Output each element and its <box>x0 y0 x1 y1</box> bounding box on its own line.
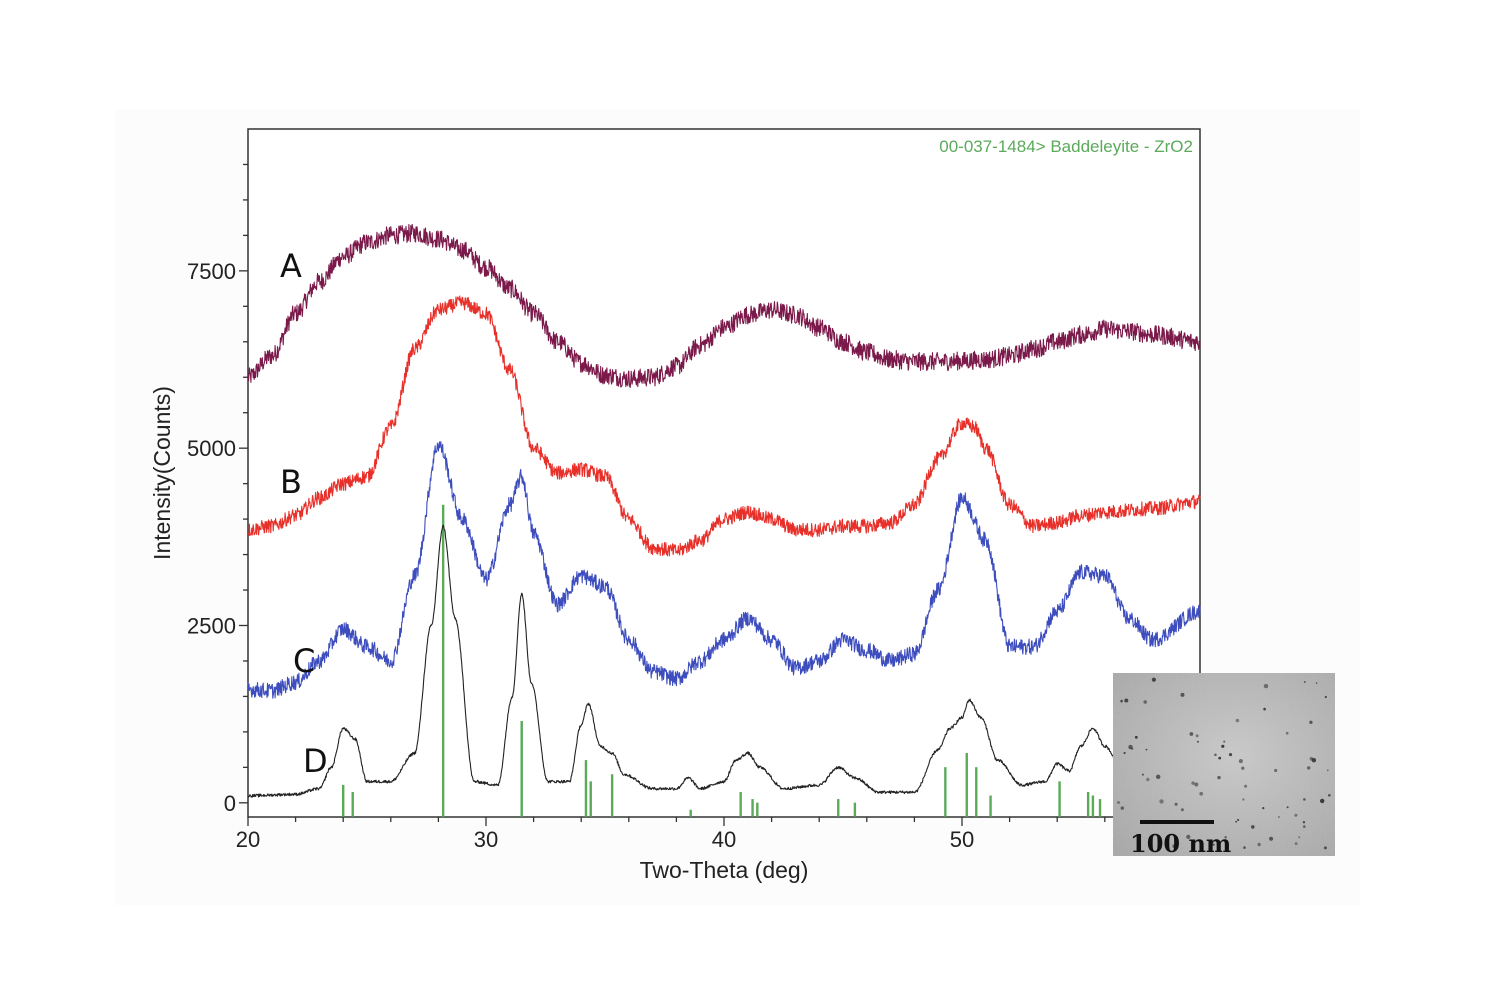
tem-image-grain <box>1113 673 1335 856</box>
nanoparticle-dot <box>1257 842 1261 847</box>
nanoparticle-dot <box>1303 681 1306 683</box>
x-axis: 20 30 40 50 <box>236 817 1201 852</box>
y-tick-label: 2500 <box>187 613 236 638</box>
nanoparticle-dot <box>1294 813 1298 817</box>
nanoparticle-dot <box>1294 842 1298 845</box>
nanoparticle-dot <box>1191 781 1195 785</box>
nanoparticle-dot <box>1302 821 1306 824</box>
nanoparticle-dot <box>1159 799 1164 804</box>
nanoparticle-dot <box>1217 775 1221 780</box>
nanoparticle-dot <box>1218 756 1222 760</box>
x-tick-label: 30 <box>474 827 498 852</box>
nanoparticle-dot <box>1151 677 1156 682</box>
nanoparticle-dot <box>1120 806 1125 810</box>
nanoparticle-dot <box>1235 718 1240 723</box>
nanoparticle-dot <box>1175 843 1178 845</box>
series-b-line <box>247 295 1201 557</box>
nanoparticle-dot <box>1251 825 1255 829</box>
nanoparticle-dot <box>1194 782 1199 787</box>
nanoparticle-dot <box>1221 744 1225 748</box>
nanoparticle-dot <box>1174 802 1178 806</box>
nanoparticle-dot <box>1269 836 1274 841</box>
nanoparticle-dot <box>1123 751 1126 755</box>
nanoparticle-dot <box>1156 774 1161 779</box>
y-tick-label: 0 <box>224 791 236 816</box>
nanoparticle-dot <box>1298 836 1301 839</box>
nanoparticle-dot <box>1242 798 1245 801</box>
x-tick-label: 20 <box>236 827 260 852</box>
nanoparticle-dot <box>1199 791 1204 796</box>
nanoparticle-dot <box>1243 846 1246 849</box>
y-axis-label: Intensity(Counts) <box>149 386 175 560</box>
series-d-line <box>247 524 1201 798</box>
nanoparticles <box>1117 677 1331 850</box>
reference-pattern-label: 00-037-1484> Baddeleyite - ZrO2 <box>939 137 1193 156</box>
nanoparticle-dot <box>1303 798 1306 801</box>
reference-sticks <box>342 504 1135 817</box>
nanoparticle-dot <box>1274 768 1278 773</box>
nanoparticle-dot <box>1145 748 1148 751</box>
x-axis-label: Two-Theta (deg) <box>640 857 809 883</box>
scale-bar-label: 100 nm <box>1130 829 1231 858</box>
nanoparticle-dot <box>1141 773 1144 776</box>
x-tick-label: 40 <box>712 827 736 852</box>
scale-bar <box>1140 820 1214 824</box>
series-a-line <box>247 223 1201 388</box>
nanoparticle-dot <box>1241 766 1245 770</box>
tem-inset: 100 nm <box>1113 673 1335 858</box>
nanoparticle-dot <box>1285 731 1289 735</box>
nanoparticle-dot <box>1196 740 1199 743</box>
nanoparticle-dot <box>1224 836 1227 839</box>
nanoparticle-dot <box>1237 818 1240 822</box>
nanoparticle-dot <box>1238 759 1243 764</box>
y-tick-label: 5000 <box>187 436 236 461</box>
nanoparticle-dot <box>1307 766 1311 770</box>
nanoparticle-dot <box>1120 699 1123 703</box>
nanoparticle-dot <box>1315 682 1318 684</box>
nanoparticle-dot <box>1146 777 1150 782</box>
nanoparticle-dot <box>1195 734 1199 738</box>
nanoparticle-dot <box>1262 807 1265 810</box>
nanoparticle-dot <box>1180 808 1184 812</box>
nanoparticle-dot <box>1131 747 1134 750</box>
nanoparticle-dot <box>1328 794 1331 797</box>
nanoparticle-dot <box>1228 753 1233 757</box>
nanoparticle-dot <box>1180 692 1185 697</box>
y-tick-label: 7500 <box>187 259 236 284</box>
y-axis: 0 2500 5000 7500 <box>187 163 248 816</box>
nanoparticle-dot <box>1309 757 1314 761</box>
nanoparticle-dot <box>1117 801 1120 804</box>
series-c-line <box>247 441 1201 699</box>
nanoparticle-dot <box>1212 843 1215 846</box>
series-layer <box>247 223 1201 798</box>
nanoparticle-dot <box>1223 740 1226 743</box>
nanoparticle-dot <box>1320 798 1325 804</box>
curve-label-b: B <box>280 463 302 501</box>
nanoparticle-dot <box>1186 834 1191 840</box>
nanoparticle-dot <box>1263 683 1269 689</box>
x-tick-label: 50 <box>950 827 974 852</box>
plot-area <box>247 128 1201 818</box>
nanoparticle-dot <box>1303 825 1306 828</box>
nanoparticle-dot <box>1189 732 1194 736</box>
nanoparticle-dot <box>1263 707 1266 711</box>
nanoparticle-dot <box>1324 695 1327 699</box>
nanoparticle-dot <box>1124 698 1129 703</box>
nanoparticle-dot <box>1214 753 1217 757</box>
nanoparticle-dot <box>1134 735 1138 739</box>
curve-label-a: A <box>280 247 302 285</box>
curve-label-d: D <box>303 742 328 780</box>
nanoparticle-dot <box>1235 820 1237 823</box>
nanoparticle-dot <box>1286 806 1289 809</box>
nanoparticle-dot <box>1244 784 1248 788</box>
nanoparticle-dot <box>1277 816 1280 818</box>
nanoparticle-dot <box>1326 769 1329 772</box>
nanoparticle-dot <box>1172 844 1177 849</box>
nanoparticle-dot <box>1143 700 1147 704</box>
nanoparticle-dot <box>1323 846 1327 850</box>
nanoparticle-dot <box>1309 720 1313 724</box>
curve-label-c: C <box>293 642 315 680</box>
